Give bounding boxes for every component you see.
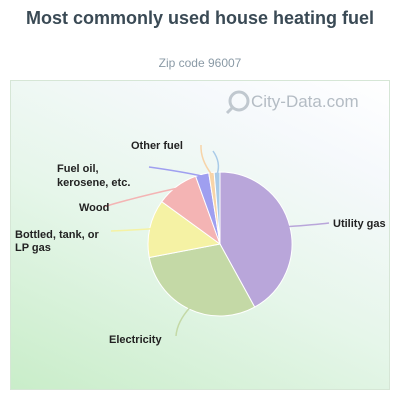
label-wood: Wood: [79, 202, 109, 214]
leader-line-3: [102, 187, 179, 208]
label-bottled-gas: Bottled, tank, or LP gas: [15, 229, 102, 254]
leader-line-1: [175, 306, 191, 337]
label-fuel-oil: Fuel oil, kerosene, etc.: [57, 163, 130, 189]
leader-line-5: [200, 144, 213, 175]
chart-title: Most commonly used house heating fuel: [25, 8, 375, 28]
chart-subtitle: Zip code 96007: [158, 56, 242, 70]
leader-line-0: [287, 222, 330, 228]
chart-panel: City-Data.com Utility gas Electricity Bo…: [10, 80, 390, 390]
pie-slices: [147, 171, 293, 317]
pie-chart: City-Data.com Utility gas Electricity Bo…: [15, 90, 386, 346]
label-electricity: Electricity: [109, 334, 162, 346]
watermark-text: City-Data.com: [251, 92, 359, 111]
leader-lines: [102, 144, 330, 337]
leader-line-4: [148, 166, 203, 177]
leader-line-6: [212, 150, 220, 175]
label-other-fuel: Other fuel: [131, 140, 183, 152]
watermark: City-Data.com: [225, 90, 359, 115]
label-utility-gas: Utility gas: [333, 218, 386, 230]
leader-line-2: [110, 227, 152, 232]
watermark-icon: [225, 90, 250, 115]
